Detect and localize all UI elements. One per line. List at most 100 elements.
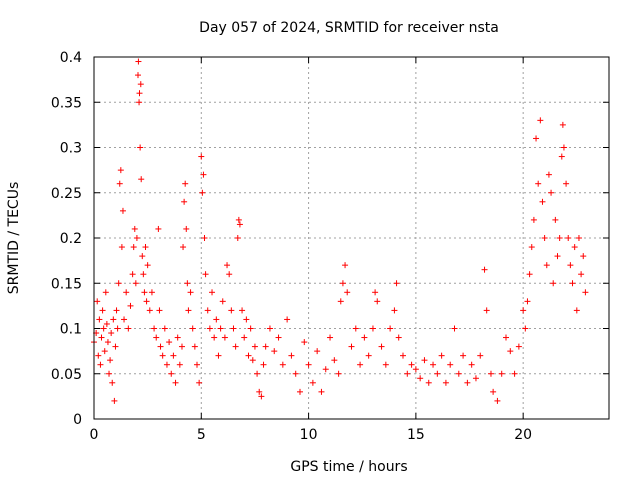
data-point: [387, 325, 394, 332]
data-point: [284, 316, 291, 323]
data-point: [161, 325, 168, 332]
data-point: [187, 289, 194, 296]
data-point: [266, 325, 273, 332]
data-point: [288, 352, 295, 359]
data-point: [157, 343, 164, 350]
data-point: [239, 307, 246, 314]
data-point: [292, 370, 299, 377]
data-point: [219, 298, 226, 305]
data-point: [123, 289, 130, 296]
data-point: [146, 307, 153, 314]
data-point: [247, 325, 254, 332]
y-tick-label: 0.35: [51, 95, 82, 111]
data-point: [121, 316, 128, 323]
data-point: [565, 235, 572, 241]
data-point: [189, 325, 196, 332]
data-point: [560, 144, 567, 151]
data-point: [166, 339, 173, 346]
data-point: [490, 388, 497, 395]
data-point: [236, 221, 243, 228]
data-point: [151, 325, 158, 332]
data-point: [137, 144, 144, 151]
data-point: [101, 348, 108, 355]
data-point: [224, 262, 231, 269]
x-axis-ticks: 0 5 10 15 20: [90, 57, 532, 443]
data-point: [305, 361, 312, 368]
data-point: [133, 235, 140, 241]
data-point: [421, 357, 428, 364]
data-point: [472, 375, 479, 382]
data-point: [256, 388, 263, 395]
data-point: [107, 357, 114, 364]
plot-frame: [93, 56, 610, 420]
y-tick-label: 0.4: [60, 50, 82, 66]
data-point: [95, 352, 102, 359]
data-point: [260, 361, 267, 368]
data-point: [155, 225, 162, 232]
data-point: [535, 180, 542, 187]
data-point: [221, 334, 228, 341]
data-point: [96, 316, 103, 323]
x-axis-label: GPS time / hours: [290, 459, 407, 475]
data-point: [196, 379, 203, 386]
data-point: [430, 361, 437, 368]
x-tick-label: 5: [197, 427, 206, 443]
x-tick-label: 15: [407, 427, 425, 443]
data-point: [520, 307, 527, 314]
data-point: [184, 280, 191, 287]
data-point: [118, 244, 125, 251]
data-point: [262, 343, 269, 350]
data-point: [451, 325, 458, 332]
data-point: [580, 253, 587, 260]
data-point: [378, 343, 385, 350]
data-point: [183, 225, 190, 232]
data-point: [563, 180, 570, 187]
data-point: [111, 397, 118, 404]
data-point: [481, 266, 488, 273]
data-point: [275, 334, 282, 341]
data-point: [522, 325, 529, 332]
data-point: [539, 198, 546, 205]
data-point: [477, 352, 484, 359]
y-tick-label: 0.3: [60, 141, 82, 157]
chart-title: Day 057 of 2024, SRMTID for receiver nst…: [199, 20, 499, 36]
data-point: [369, 325, 376, 332]
y-axis-label: SRMTID / TECUs: [6, 182, 22, 295]
data-point: [99, 307, 106, 314]
data-point: [526, 271, 533, 278]
data-point: [382, 361, 389, 368]
data-point: [141, 289, 148, 296]
data-point: [230, 325, 237, 332]
data-point: [251, 343, 258, 350]
data-point: [170, 352, 177, 359]
data-point: [129, 271, 136, 278]
data-point: [297, 388, 303, 395]
data-point: [578, 271, 585, 278]
y-axis-ticks: 0 0.05 0.1 0.15 0.2 0.25 0.3 0.35 0.4: [51, 50, 609, 428]
data-point: [202, 271, 209, 278]
data-point: [178, 343, 185, 350]
data-point: [515, 343, 522, 350]
data-point: [460, 352, 467, 359]
data-point: [344, 289, 351, 296]
data-point: [468, 361, 475, 368]
data-point: [136, 99, 143, 106]
data-point: [176, 361, 183, 368]
data-point: [217, 325, 224, 332]
data-point: [163, 361, 170, 368]
data-point: [174, 334, 181, 341]
data-point: [180, 244, 187, 251]
data-point: [125, 325, 132, 332]
data-point: [144, 262, 151, 269]
data-point: [548, 189, 555, 196]
data-point: [137, 81, 144, 88]
data-point: [200, 171, 207, 178]
data-point: [571, 244, 578, 251]
data-point: [552, 216, 559, 223]
data-point: [181, 198, 188, 205]
data-point: [271, 348, 278, 355]
data-point: [135, 58, 142, 65]
data-point: [139, 253, 146, 260]
data-point: [434, 370, 441, 377]
grid-lines: [94, 57, 609, 419]
